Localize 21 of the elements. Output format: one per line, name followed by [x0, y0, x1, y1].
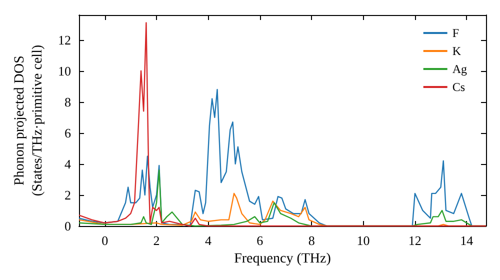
y-tick-label: 2 — [64, 187, 71, 202]
x-tick-label: 10 — [356, 233, 370, 248]
y-tick-label: 4 — [64, 156, 72, 172]
x-tick-label: 14 — [460, 233, 474, 248]
x-tick-label: 4 — [204, 233, 212, 248]
y-tick-label: 8 — [64, 94, 71, 110]
x-tick-label: 12 — [408, 233, 422, 248]
y-tick-label: 10 — [58, 63, 71, 78]
legend-label: K — [452, 44, 462, 58]
x-tick-label: 6 — [256, 233, 264, 248]
y-tick-label: 0 — [64, 218, 71, 234]
y-tick-label: 12 — [58, 32, 71, 48]
legend-label: F — [452, 26, 460, 40]
legend-label: Cs — [452, 80, 466, 94]
x-tick-label: 2 — [153, 233, 160, 248]
x-tick-label: 0 — [102, 233, 108, 248]
y-axis-title: Phonon projected DOS (States/THz·primitive cell) — [12, 44, 46, 196]
x-axis-title: Frequency (THz) — [234, 251, 332, 266]
y-tick-label: 6 — [64, 125, 72, 140]
x-tick-label: 8 — [308, 233, 315, 248]
legend-label: Ag — [452, 62, 468, 76]
